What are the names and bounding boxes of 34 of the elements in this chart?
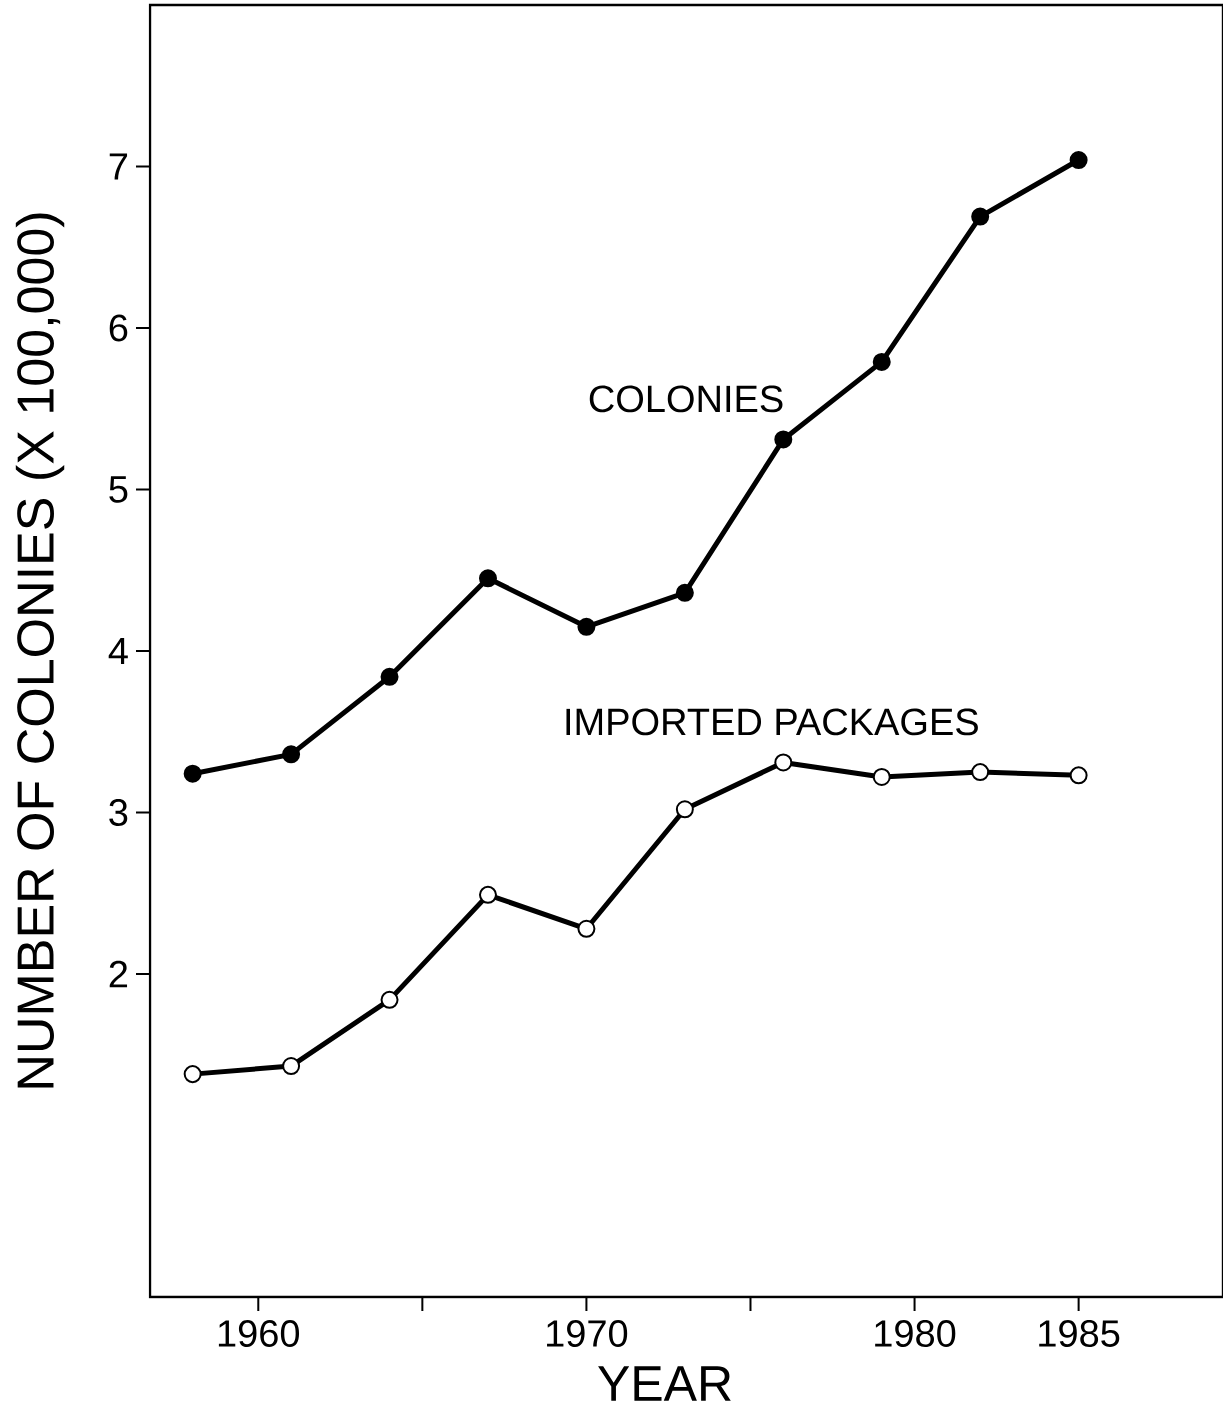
x-tick-label: 1960 [218, 1320, 300, 1347]
point [577, 617, 596, 636]
x-axis-title: YEAR [598, 1366, 731, 1401]
point [282, 745, 301, 764]
y-tick-label: 4 [108, 637, 128, 665]
point [577, 919, 596, 938]
y-tick-label: 7 [109, 153, 128, 180]
point [774, 430, 793, 449]
y-axis-title: NUMBER OF COLONIES (X 100,000) [15, 213, 65, 1088]
y-tick-label: 2 [109, 960, 128, 988]
point [1069, 151, 1088, 170]
point [478, 885, 497, 904]
y-tick-label: 5 [109, 476, 128, 503]
point [183, 1065, 202, 1084]
point [872, 767, 891, 786]
point [380, 990, 399, 1009]
point [675, 583, 694, 602]
y-tick-label: 3 [109, 799, 128, 826]
x-tick-label: 1985 [1039, 1320, 1120, 1347]
point [971, 207, 990, 226]
point [183, 764, 202, 783]
x-tick-label: 1980 [875, 1320, 956, 1347]
x-tick-label: 1970 [547, 1320, 628, 1347]
point [872, 352, 891, 371]
point [478, 569, 497, 588]
y-tick-label: 6 [109, 314, 128, 342]
series-label: IMPORTED PACKAGES [566, 708, 978, 736]
point [675, 800, 694, 819]
point [774, 753, 793, 772]
series-label: COLONIES [589, 385, 783, 413]
point [282, 1057, 301, 1076]
point [971, 763, 990, 782]
point [1069, 766, 1088, 785]
point [380, 667, 399, 686]
